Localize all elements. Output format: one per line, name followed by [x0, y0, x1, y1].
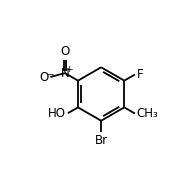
- Text: CH₃: CH₃: [137, 107, 158, 120]
- Text: +: +: [65, 65, 72, 74]
- Text: F: F: [137, 68, 143, 81]
- Text: N: N: [60, 67, 69, 80]
- Text: Br: Br: [95, 134, 108, 147]
- Text: −: −: [46, 69, 53, 78]
- Text: O: O: [40, 70, 49, 83]
- Text: O: O: [60, 45, 70, 58]
- Text: HO: HO: [48, 107, 66, 120]
